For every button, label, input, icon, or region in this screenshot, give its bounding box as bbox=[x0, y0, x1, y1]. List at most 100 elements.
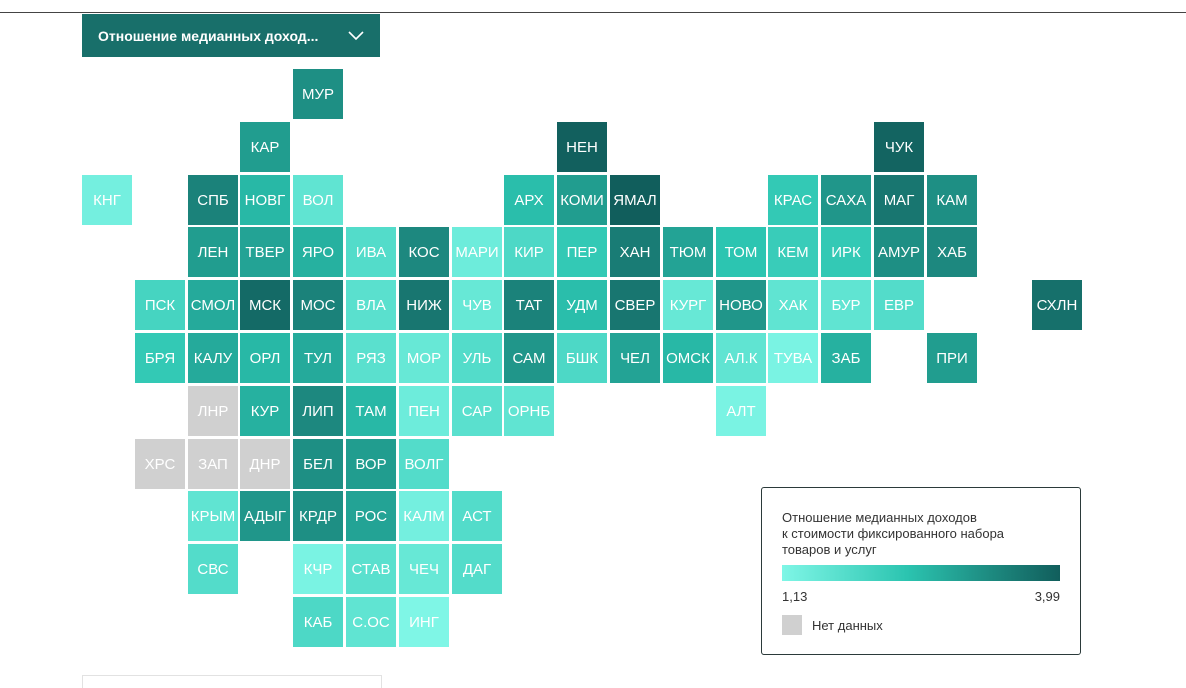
region-tile[interactable]: КАЛУ bbox=[188, 333, 238, 383]
region-tile[interactable]: БШК bbox=[557, 333, 607, 383]
region-tile[interactable]: БРЯ bbox=[135, 333, 185, 383]
region-tile[interactable]: ОМСК bbox=[663, 333, 713, 383]
region-tile[interactable]: ЧУВ bbox=[452, 280, 502, 330]
region-tile[interactable]: ХАН bbox=[610, 227, 660, 277]
legend-min-label: 1,13 bbox=[782, 589, 808, 604]
region-tile[interactable]: КОС bbox=[399, 227, 449, 277]
region-tile[interactable]: АЛТ bbox=[716, 386, 766, 436]
region-tile[interactable]: ПЕН bbox=[399, 386, 449, 436]
region-tile[interactable]: ЛНР bbox=[188, 386, 238, 436]
legend: Отношение медианных доходов к стоимости … bbox=[761, 487, 1081, 655]
region-tile[interactable]: РЯЗ bbox=[346, 333, 396, 383]
region-tile[interactable]: КРДР bbox=[293, 491, 343, 541]
region-tile[interactable]: АДЫГ bbox=[240, 491, 290, 541]
region-tile[interactable]: КАЛМ bbox=[399, 491, 449, 541]
region-tile[interactable]: МОР bbox=[399, 333, 449, 383]
region-tile[interactable]: МОС bbox=[293, 280, 343, 330]
region-tile[interactable]: СВС bbox=[188, 544, 238, 594]
region-tile[interactable]: С.ОС bbox=[346, 597, 396, 647]
region-tile[interactable]: КИР bbox=[504, 227, 554, 277]
region-tile[interactable]: МАРИ bbox=[452, 227, 502, 277]
region-tile[interactable]: СМОЛ bbox=[188, 280, 238, 330]
region-tile[interactable]: ИНГ bbox=[399, 597, 449, 647]
region-tile[interactable]: РОС bbox=[346, 491, 396, 541]
region-tile[interactable]: УДМ bbox=[557, 280, 607, 330]
region-tile[interactable]: ЯРО bbox=[293, 227, 343, 277]
region-tile[interactable]: НОВГ bbox=[240, 175, 290, 225]
region-tile[interactable]: КУРГ bbox=[663, 280, 713, 330]
region-tile[interactable]: САХА bbox=[821, 175, 871, 225]
region-tile[interactable]: УЛЬ bbox=[452, 333, 502, 383]
indicator-dropdown-label: Отношение медианных доход... bbox=[98, 27, 319, 44]
bottom-panel-edge bbox=[82, 675, 382, 688]
region-tile[interactable]: ВЛА bbox=[346, 280, 396, 330]
region-tile[interactable]: ОРЛ bbox=[240, 333, 290, 383]
region-tile[interactable]: ИРК bbox=[821, 227, 871, 277]
region-tile[interactable]: САМ bbox=[504, 333, 554, 383]
region-tile[interactable]: ИВА bbox=[346, 227, 396, 277]
region-tile[interactable]: ДНР bbox=[240, 439, 290, 489]
region-tile[interactable]: ЛИП bbox=[293, 386, 343, 436]
region-tile[interactable]: САР bbox=[452, 386, 502, 436]
region-tile[interactable]: ХАК bbox=[768, 280, 818, 330]
region-tile[interactable]: ПСК bbox=[135, 280, 185, 330]
region-tile[interactable]: НОВО bbox=[716, 280, 766, 330]
region-tile[interactable]: ТУЛ bbox=[293, 333, 343, 383]
region-tile[interactable]: КОМИ bbox=[557, 175, 607, 225]
region-tile[interactable]: КАМ bbox=[927, 175, 977, 225]
region-tile[interactable]: ДАГ bbox=[452, 544, 502, 594]
region-tile[interactable]: КРЫМ bbox=[188, 491, 238, 541]
region-tile[interactable]: ТУВА bbox=[768, 333, 818, 383]
region-tile[interactable]: БЕЛ bbox=[293, 439, 343, 489]
region-tile[interactable]: ЧУК bbox=[874, 122, 924, 172]
region-tile[interactable]: ВОР bbox=[346, 439, 396, 489]
region-tile[interactable]: АЛ.К bbox=[716, 333, 766, 383]
region-tile[interactable]: ЛЕН bbox=[188, 227, 238, 277]
region-tile[interactable]: БУР bbox=[821, 280, 871, 330]
top-divider bbox=[0, 12, 1186, 13]
region-tile[interactable]: КЧР bbox=[293, 544, 343, 594]
indicator-dropdown[interactable]: Отношение медианных доход... bbox=[82, 14, 380, 57]
region-tile[interactable]: ХРС bbox=[135, 439, 185, 489]
region-tile[interactable]: СПБ bbox=[188, 175, 238, 225]
region-tile[interactable]: ТВЕР bbox=[240, 227, 290, 277]
region-tile[interactable]: АРХ bbox=[504, 175, 554, 225]
region-tile[interactable]: ПЕР bbox=[557, 227, 607, 277]
region-tile[interactable]: МУР bbox=[293, 69, 343, 119]
region-tile[interactable]: СТАВ bbox=[346, 544, 396, 594]
region-tile[interactable]: ЧЕЛ bbox=[610, 333, 660, 383]
region-tile[interactable]: АМУР bbox=[874, 227, 924, 277]
region-tile[interactable]: МАГ bbox=[874, 175, 924, 225]
region-tile[interactable]: НЕН bbox=[557, 122, 607, 172]
region-tile[interactable]: КАБ bbox=[293, 597, 343, 647]
legend-max-label: 3,99 bbox=[1034, 589, 1060, 604]
region-tile[interactable]: ЗАП bbox=[188, 439, 238, 489]
region-tile[interactable]: ВОЛГ bbox=[399, 439, 449, 489]
region-tile[interactable]: КАР bbox=[240, 122, 290, 172]
region-tile[interactable]: ТЮМ bbox=[663, 227, 713, 277]
region-tile[interactable]: ХАБ bbox=[927, 227, 977, 277]
region-tile[interactable]: АСТ bbox=[452, 491, 502, 541]
region-tile[interactable]: ТОМ bbox=[716, 227, 766, 277]
region-tile[interactable]: ТАТ bbox=[504, 280, 554, 330]
region-tile[interactable]: ЗАБ bbox=[821, 333, 871, 383]
region-tile[interactable]: ЯМАЛ bbox=[610, 175, 660, 225]
region-tile[interactable]: СВЕР bbox=[610, 280, 660, 330]
region-tile[interactable]: ТАМ bbox=[346, 386, 396, 436]
legend-title-line: к стоимости фиксированного набора bbox=[782, 526, 1005, 541]
region-tile[interactable]: КРАС bbox=[768, 175, 818, 225]
region-tile[interactable]: КЕМ bbox=[768, 227, 818, 277]
region-tile[interactable]: КНГ bbox=[82, 175, 132, 225]
region-tile[interactable]: ВОЛ bbox=[293, 175, 343, 225]
region-tile[interactable]: ПРИ bbox=[927, 333, 977, 383]
region-tile[interactable]: МСК bbox=[240, 280, 290, 330]
region-tile[interactable]: СХЛН bbox=[1032, 280, 1082, 330]
region-tile[interactable]: КУР bbox=[240, 386, 290, 436]
legend-gradient bbox=[782, 565, 1060, 581]
region-tile[interactable]: ЕВР bbox=[874, 280, 924, 330]
region-tile[interactable]: НИЖ bbox=[399, 280, 449, 330]
region-tile[interactable]: ОРНБ bbox=[504, 386, 554, 436]
legend-title-line: Отношение медианных доходов bbox=[782, 510, 977, 525]
region-tile[interactable]: ЧЕЧ bbox=[399, 544, 449, 594]
